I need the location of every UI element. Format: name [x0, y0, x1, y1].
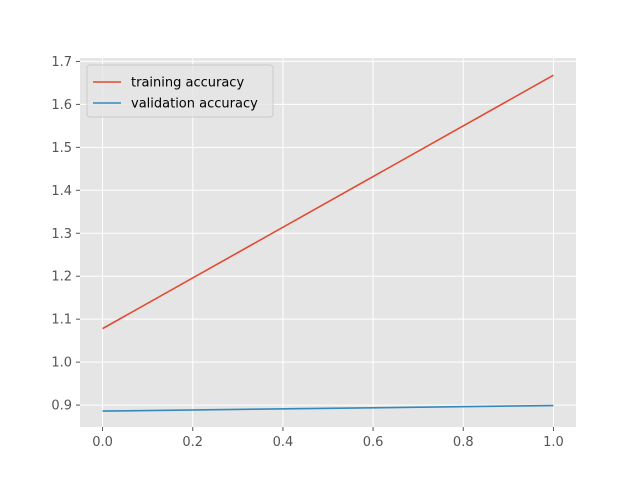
y-tick-label: 1.4	[51, 184, 72, 199]
grid	[80, 58, 576, 427]
y-tick-label: 1.2	[51, 270, 72, 285]
legend-label: validation accuracy	[131, 97, 258, 112]
series-layer	[102, 74, 554, 412]
x-tick-label: 0.0	[92, 435, 113, 450]
series-line-1	[102, 74, 554, 330]
x-tick-label: 0.6	[363, 435, 384, 450]
y-tick-label: 1.7	[51, 55, 72, 70]
y-tick-label: 1.5	[51, 141, 72, 156]
y-tick-label: 1.1	[51, 313, 72, 328]
y-tick-label: 1.0	[51, 356, 72, 371]
series-line-2	[102, 404, 554, 412]
plot-area	[80, 58, 576, 427]
x-tick-label: 0.4	[273, 435, 294, 450]
y-tick-label: 0.9	[51, 399, 72, 414]
legend-box	[86, 64, 274, 118]
y-tick-label: 1.6	[51, 98, 72, 113]
legend: training accuracy validation accuracy	[86, 64, 274, 118]
x-tick-label: 1.0	[543, 435, 564, 450]
legend-label: training accuracy	[131, 76, 244, 91]
y-tick-label: 1.3	[51, 227, 72, 242]
x-tick-label: 0.2	[182, 435, 203, 450]
x-tick-label: 0.8	[453, 435, 474, 450]
axis-ticks: 0.0 0.2 0.4 0.6 0.8 1.0 0.9 1.0 1.1 1.2 1.3 1.4 1.5 1…	[51, 55, 563, 450]
